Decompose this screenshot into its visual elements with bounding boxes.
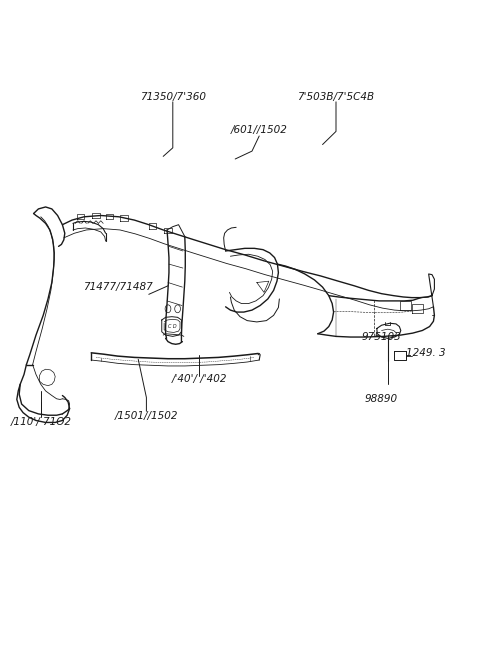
Text: 7'503B/7'5C4B: 7'503B/7'5C4B [298,92,374,102]
Text: 975103: 975103 [362,332,401,342]
Text: 1249. 3: 1249. 3 [406,348,445,358]
Text: 71477/71487: 71477/71487 [83,283,153,292]
Text: /601//1502: /601//1502 [231,125,288,135]
Text: C D: C D [168,324,177,329]
Text: 98890: 98890 [365,394,398,404]
Text: 71350/7'360: 71350/7'360 [140,92,206,102]
Text: /1501//1502: /1501//1502 [115,411,178,420]
Text: /'40'/ /'402: /'40'/ /'402 [171,374,227,384]
Text: /110'/ 71O2: /110'/ 71O2 [10,417,72,427]
